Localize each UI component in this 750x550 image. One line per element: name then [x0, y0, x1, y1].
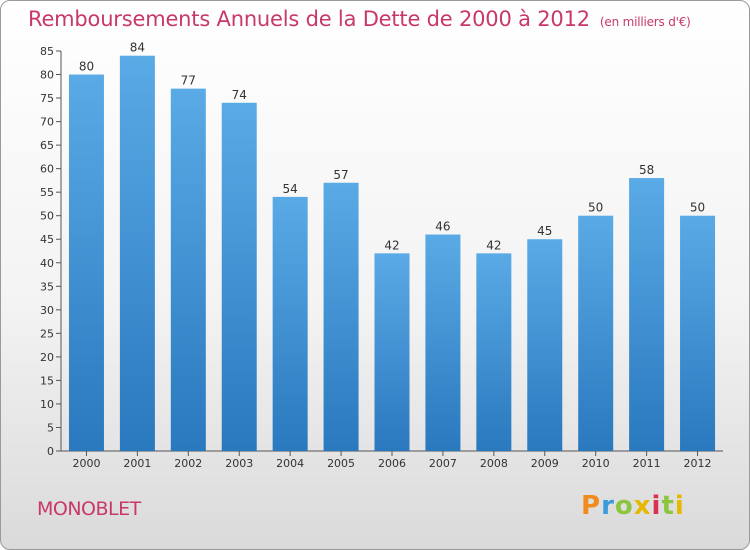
x-tick-label: 2007	[429, 457, 457, 470]
chart-unit-note: (en milliers d'€)	[599, 15, 691, 29]
data-label-2008: 42	[486, 238, 501, 252]
data-label-2012: 50	[690, 201, 705, 215]
data-label-2000: 80	[79, 60, 94, 74]
data-label-2001: 84	[130, 41, 145, 55]
y-tick-label: 40	[40, 257, 54, 270]
bar-2007[interactable]	[425, 234, 461, 451]
data-label-2006: 42	[384, 238, 399, 252]
y-tick-label: 0	[47, 445, 54, 458]
bar-2000[interactable]	[68, 74, 104, 451]
bar-2011[interactable]	[629, 178, 665, 451]
y-tick-label: 45	[40, 233, 54, 246]
bar-2010[interactable]	[578, 215, 614, 451]
data-label-2005: 57	[333, 168, 348, 182]
data-label-2011: 58	[639, 163, 654, 177]
bar-2003[interactable]	[221, 102, 257, 451]
x-tick-label: 2008	[480, 457, 508, 470]
bar-2009[interactable]	[527, 239, 563, 451]
x-tick-label: 2005	[327, 457, 355, 470]
y-tick-label: 15	[40, 374, 54, 387]
data-label-2009: 45	[537, 224, 552, 238]
x-tick-label: 2006	[378, 457, 406, 470]
x-tick-label: 2002	[174, 457, 202, 470]
data-label-2007: 46	[435, 220, 450, 234]
y-tick-label: 60	[40, 163, 54, 176]
data-label-2003: 74	[232, 88, 247, 102]
x-tick-label: 2010	[582, 457, 610, 470]
y-tick-label: 70	[40, 116, 54, 129]
x-tick-label: 2004	[276, 457, 304, 470]
bar-2005[interactable]	[323, 182, 359, 451]
y-tick-label: 85	[40, 45, 54, 58]
y-tick-label: 55	[40, 186, 54, 199]
chart-data-labels: 80 84 77 74 54 57 42 46 42 45 50 58 50	[79, 41, 705, 253]
x-tick-label: 2009	[531, 457, 559, 470]
chart-title: Remboursements Annuels de la Dette de 20…	[28, 7, 691, 31]
bar-2008[interactable]	[476, 253, 512, 451]
y-tick-label: 5	[47, 421, 54, 434]
data-label-2002: 77	[181, 74, 196, 88]
y-tick-label: 20	[40, 351, 54, 364]
bar-2012[interactable]	[680, 215, 716, 451]
y-tick-label: 50	[40, 210, 54, 223]
bar-2002[interactable]	[170, 88, 206, 451]
x-tick-label: 2012	[684, 457, 712, 470]
y-tick-label: 35	[40, 280, 54, 293]
y-tick-label: 25	[40, 327, 54, 340]
chart-bars	[68, 55, 716, 452]
bar-2004[interactable]	[272, 196, 308, 451]
x-tick-label: 2000	[72, 457, 100, 470]
y-tick-label: 80	[40, 69, 54, 82]
y-tick-label: 75	[40, 92, 54, 105]
y-tick-label: 65	[40, 139, 54, 152]
data-label-2010: 50	[588, 201, 603, 215]
x-tick-label: 2011	[633, 457, 661, 470]
x-tick-label: 2003	[225, 457, 253, 470]
bar-2006[interactable]	[374, 253, 410, 451]
y-tick-label: 30	[40, 304, 54, 317]
data-label-2004: 54	[283, 182, 298, 196]
bar-2001[interactable]	[119, 55, 155, 452]
x-tick-label: 2001	[123, 457, 151, 470]
y-tick-label: 10	[40, 398, 54, 411]
chart-axes: 0 5 10 15 20 25 30 35 40 45 50 55 60 65 70 75 80 85 2000 20…	[40, 45, 723, 470]
commune-name: MONOBLET	[37, 498, 141, 520]
proxiti-logo[interactable]: Proxiti	[581, 491, 685, 521]
